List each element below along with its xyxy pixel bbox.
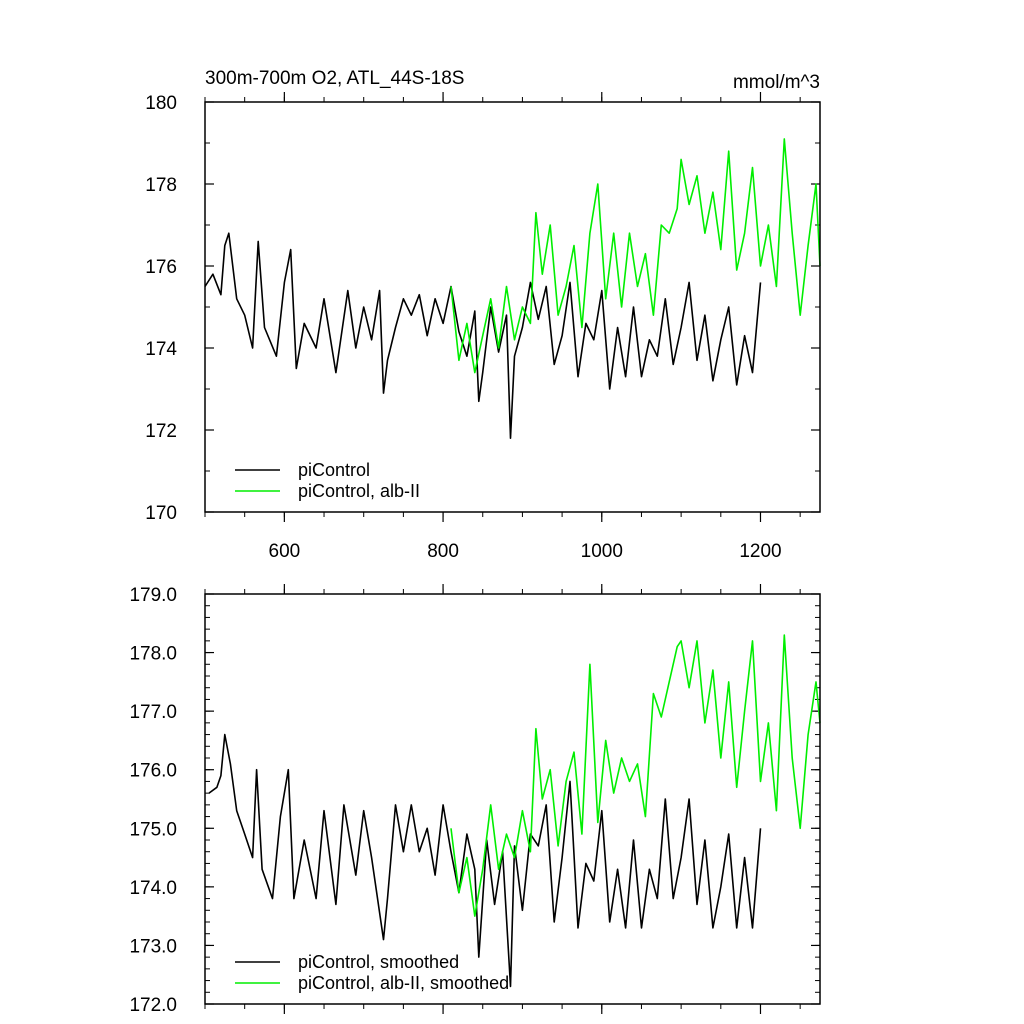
top-chart-units: mmol/m^3 xyxy=(733,72,820,93)
top-plot-frame xyxy=(204,101,821,513)
y-tick-label: 178.0 xyxy=(129,644,177,665)
series-line-picontrol-smoothed xyxy=(208,733,762,988)
bottom-ticks: 172.0 173.0 174.0 175.0 176.0 177.0 178.0 179.0 xyxy=(129,584,820,1016)
top-series xyxy=(204,138,821,440)
y-tick-label: 175.0 xyxy=(129,819,177,840)
x-tick-label: 1200 xyxy=(739,541,781,562)
y-tick-label: 178 xyxy=(145,175,177,196)
x-tick-label: 600 xyxy=(269,541,301,562)
y-tick-label: 176 xyxy=(145,257,177,278)
bottom-plot-frame xyxy=(204,593,821,1005)
y-tick-label: 172 xyxy=(145,421,177,442)
y-tick-label: 174 xyxy=(145,339,177,360)
x-tick-label: 800 xyxy=(427,541,459,562)
y-tick-label: 170 xyxy=(145,503,177,524)
y-tick-label: 179.0 xyxy=(129,585,177,606)
legend-label-picontrol-smoothed: piControl, smoothed xyxy=(298,952,459,972)
y-tick-label: 176.0 xyxy=(129,761,177,782)
x-tick-label: 1000 xyxy=(581,541,623,562)
series-line-picontrol-alb-ii-smoothed xyxy=(450,634,821,917)
bottom-series xyxy=(208,634,821,988)
legend-label-picontrol-alb-smoothed: piControl, alb-II, smoothed xyxy=(298,973,509,993)
series-line-picontrol-alb-ii xyxy=(450,138,821,374)
legend-label-picontrol-alb: piControl, alb-II xyxy=(298,481,420,501)
bottom-legend: piControl, smoothed piControl, alb-II, s… xyxy=(235,952,509,993)
y-tick-label: 174.0 xyxy=(129,878,177,899)
y-tick-label: 173.0 xyxy=(129,936,177,957)
top-panel: 300m-700m O2, ATL_44S-18S mmol/m^3 170 17… xyxy=(145,68,821,562)
y-tick-label: 180 xyxy=(145,93,177,114)
y-tick-label: 172.0 xyxy=(129,995,177,1016)
bottom-panel: 172.0 173.0 174.0 175.0 176.0 177.0 178.0 179.0… xyxy=(129,584,821,1016)
series-line-picontrol xyxy=(204,232,762,440)
y-tick-label: 177.0 xyxy=(129,702,177,723)
top-chart-title: 300m-700m O2, ATL_44S-18S xyxy=(205,68,464,89)
legend-label-picontrol: piControl xyxy=(298,460,370,480)
top-legend: piControl piControl, alb-II xyxy=(235,460,420,501)
